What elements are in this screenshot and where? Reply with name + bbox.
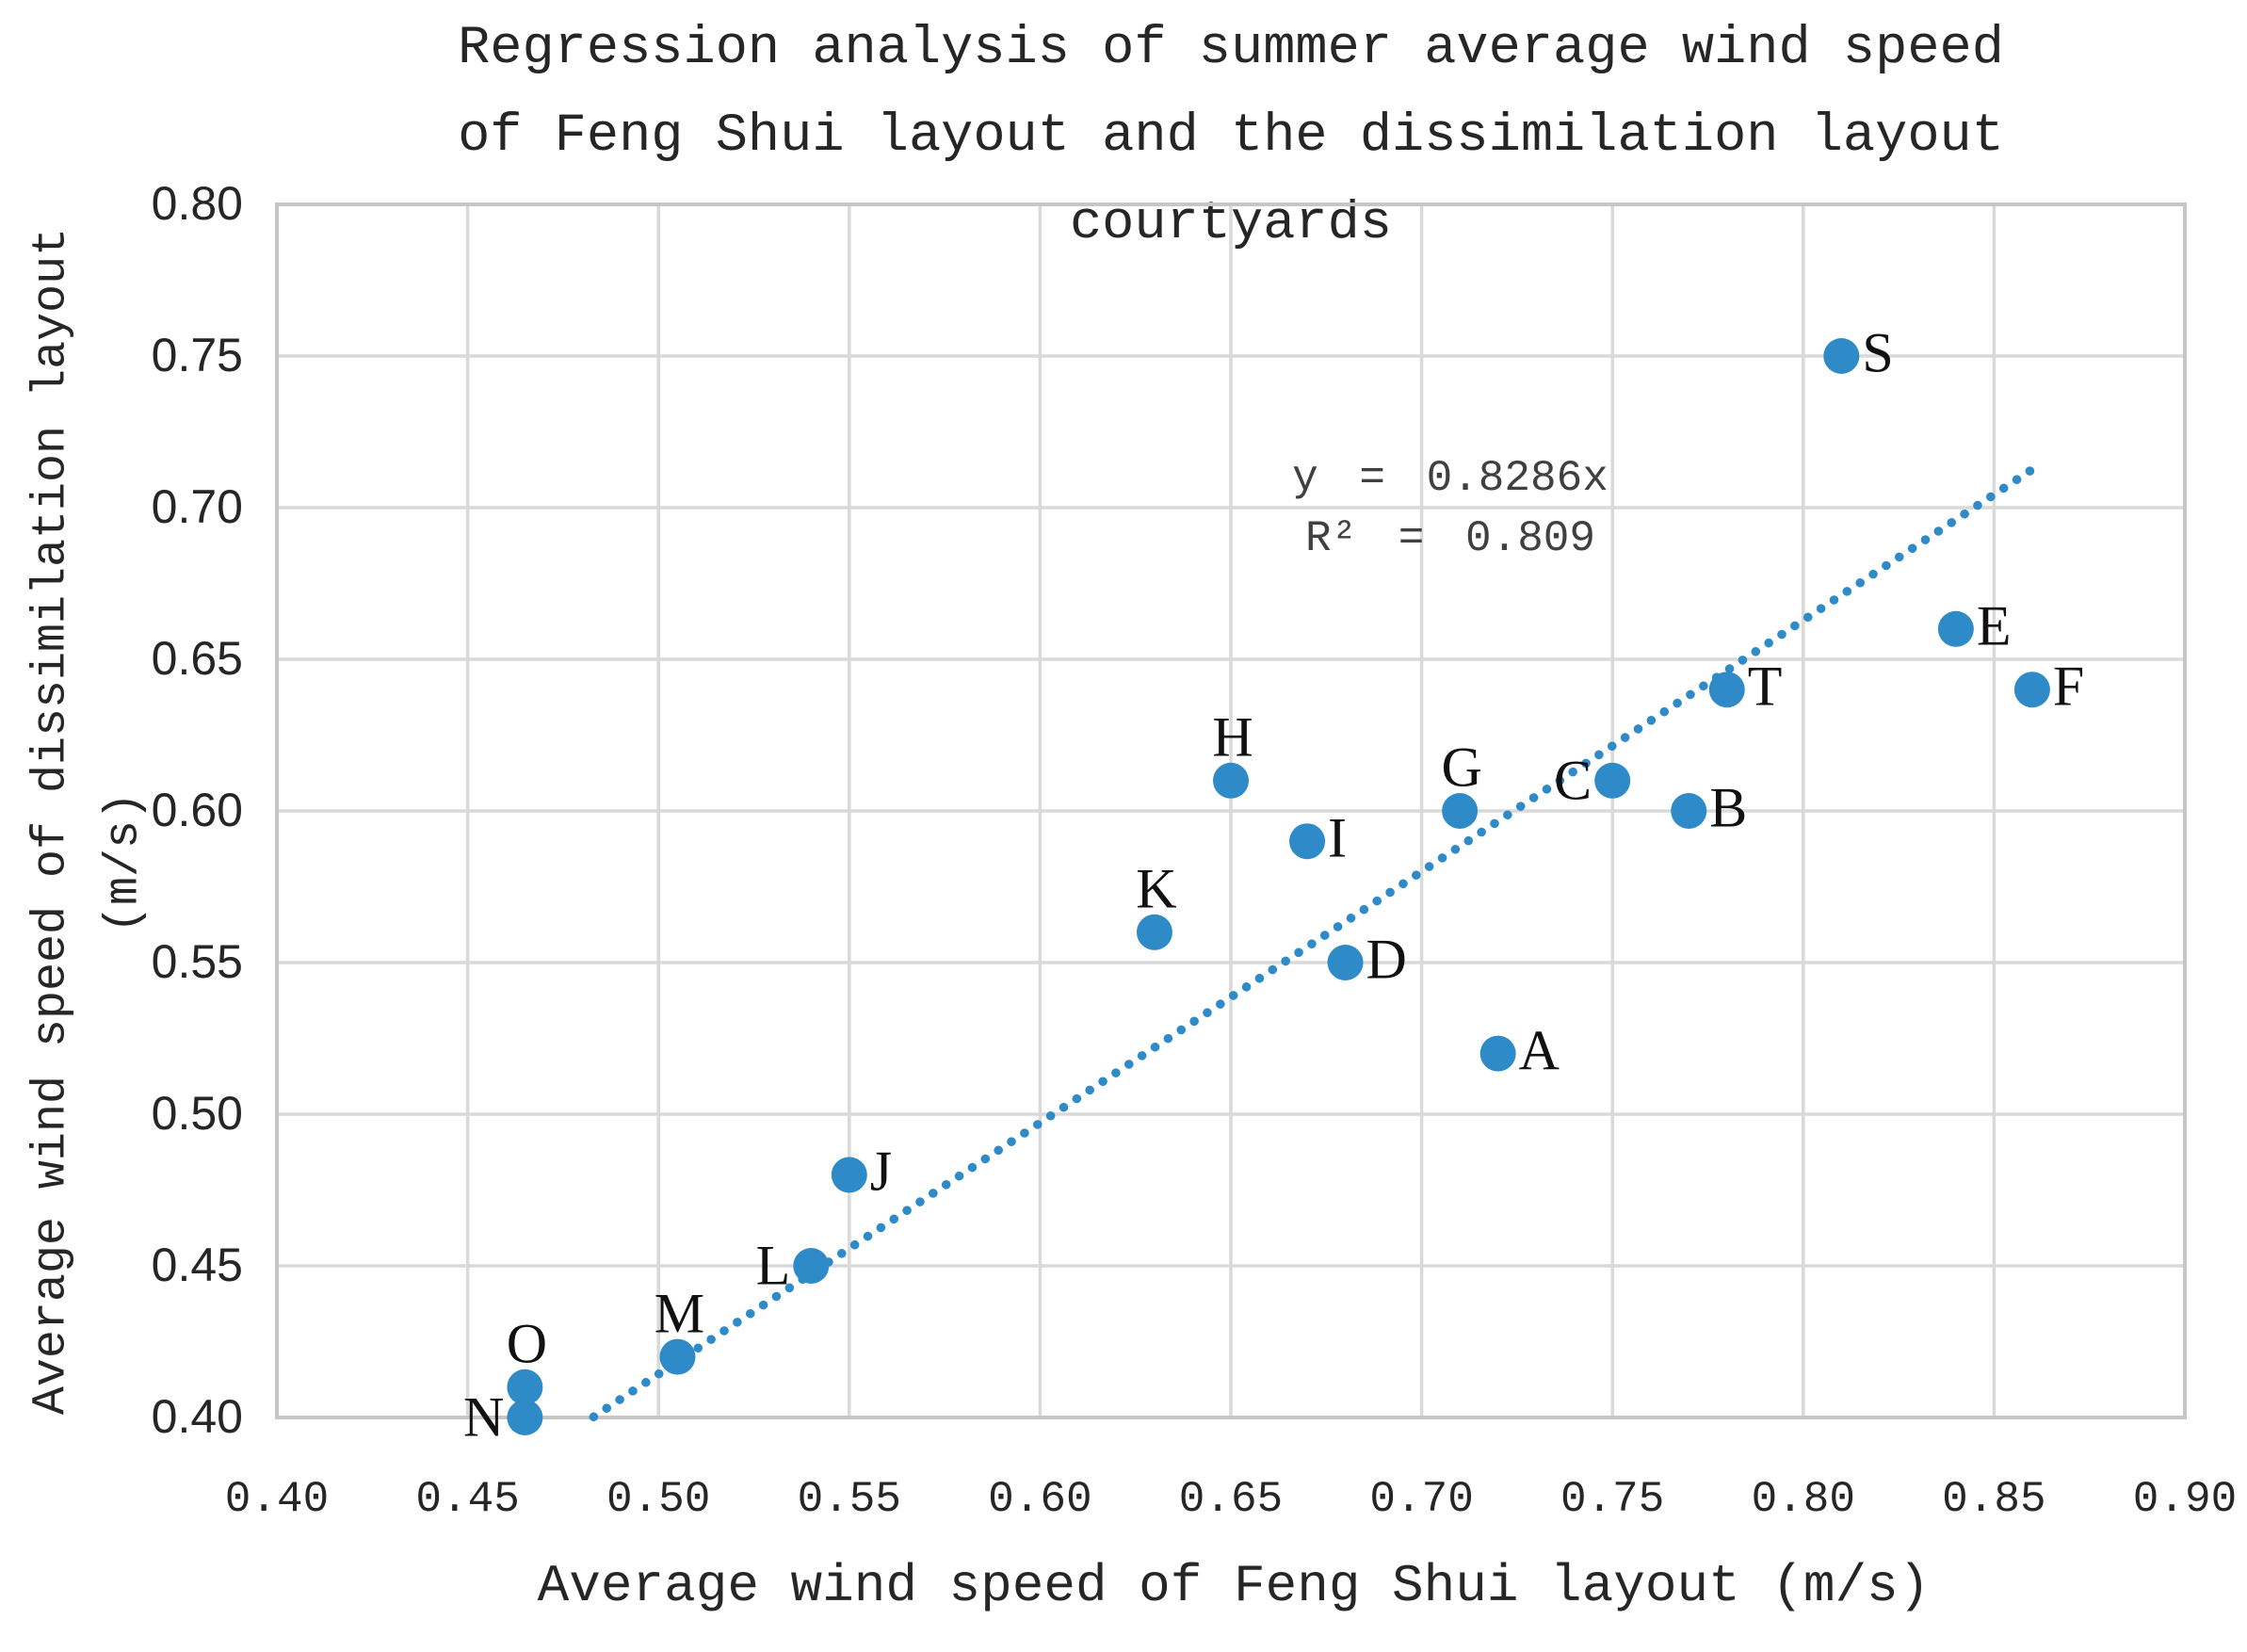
y-tick-0.70: 0.70	[151, 480, 243, 533]
trendline-r-squared: R² = 0.809	[1304, 514, 1596, 563]
point-label-M: M	[654, 1282, 705, 1345]
point-label-O: O	[506, 1312, 548, 1375]
y-tick-0.80: 0.80	[151, 177, 243, 230]
point-label-J: J	[869, 1141, 893, 1204]
chart-title-line-2: of Feng Shui layout and the dissimilatio…	[458, 106, 2004, 167]
y-tick-0.65: 0.65	[151, 632, 243, 685]
chart-title: Regression analysis of summer average wi…	[458, 6, 2004, 268]
point-label-K: K	[1136, 857, 1177, 920]
x-tick-0.45: 0.45	[415, 1475, 520, 1524]
data-point-S	[1823, 338, 1860, 374]
x-tick-0.60: 0.60	[988, 1475, 1092, 1524]
data-point-H	[1213, 762, 1249, 799]
point-label-S: S	[1862, 321, 1894, 384]
data-point-F	[2013, 672, 2050, 708]
x-tick-0.70: 0.70	[1369, 1475, 1474, 1524]
x-tick-0.55: 0.55	[797, 1475, 901, 1524]
data-point-O	[507, 1369, 543, 1405]
x-axis-title: Average wind speed of Feng Shui layout (…	[537, 1556, 1931, 1616]
point-label-F: F	[2052, 655, 2085, 718]
data-point-T	[1708, 672, 1745, 708]
data-point-K	[1136, 914, 1172, 950]
point-label-H: H	[1212, 705, 1253, 769]
data-point-D	[1327, 945, 1364, 980]
plot-border	[275, 202, 2187, 1419]
data-point-M	[659, 1338, 696, 1375]
data-point-A	[1479, 1035, 1516, 1072]
point-label-E: E	[1976, 594, 2012, 657]
x-tick-0.50: 0.50	[606, 1475, 711, 1524]
point-label-I: I	[1328, 806, 1348, 869]
trendline-annotation: y = 0.8286x R² = 0.809	[1292, 448, 1608, 569]
data-point-N	[507, 1400, 543, 1435]
y-tick-0.50: 0.50	[151, 1087, 243, 1140]
y-tick-0.75: 0.75	[151, 329, 243, 381]
point-label-G: G	[1441, 736, 1482, 799]
point-label-T: T	[1747, 655, 1783, 718]
data-point-L	[793, 1248, 830, 1284]
point-label-D: D	[1366, 928, 1407, 991]
trendline-equation: y = 0.8286x	[1292, 454, 1608, 503]
data-point-B	[1671, 793, 1707, 829]
data-point-I	[1289, 823, 1326, 860]
data-point-E	[1937, 610, 1974, 647]
data-point-C	[1594, 762, 1631, 799]
chart-title-line-1: Regression analysis of summer average wi…	[458, 19, 2004, 79]
point-label-C: C	[1554, 749, 1592, 812]
point-label-B: B	[1709, 776, 1748, 839]
y-tick-0.55: 0.55	[151, 935, 243, 988]
y-tick-0.45: 0.45	[151, 1239, 243, 1291]
data-point-G	[1442, 793, 1479, 829]
point-label-N: N	[463, 1385, 505, 1449]
x-tick-0.40: 0.40	[224, 1475, 330, 1524]
x-tick-0.65: 0.65	[1178, 1475, 1284, 1524]
trendline	[589, 462, 2041, 1422]
point-label-L: L	[755, 1234, 791, 1297]
point-label-A: A	[1518, 1019, 1560, 1082]
data-point-J	[831, 1157, 867, 1193]
y-tick-0.60: 0.60	[151, 784, 243, 836]
x-tick-0.85: 0.85	[1942, 1475, 2046, 1524]
x-tick-0.90: 0.90	[2132, 1475, 2238, 1524]
y-tick-0.40: 0.40	[151, 1390, 243, 1443]
x-tick-0.80: 0.80	[1751, 1475, 1855, 1524]
x-tick-0.75: 0.75	[1560, 1475, 1665, 1524]
